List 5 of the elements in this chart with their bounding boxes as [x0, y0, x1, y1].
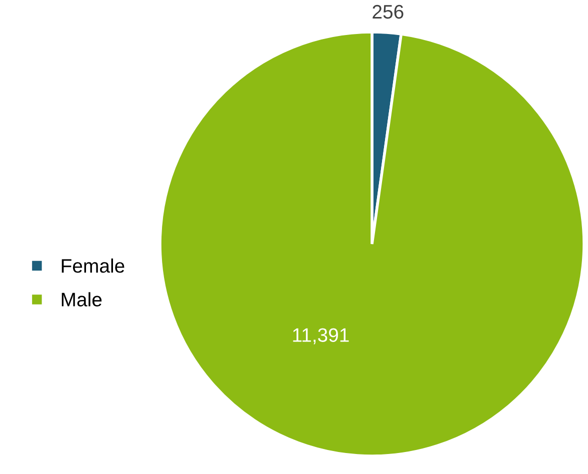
data-label: 256	[372, 4, 404, 19]
legend-label: Male	[62, 292, 102, 306]
pie-slice	[158, 30, 586, 458]
legend-label: Female	[62, 258, 124, 273]
data-label: 11,391	[293, 328, 349, 344]
